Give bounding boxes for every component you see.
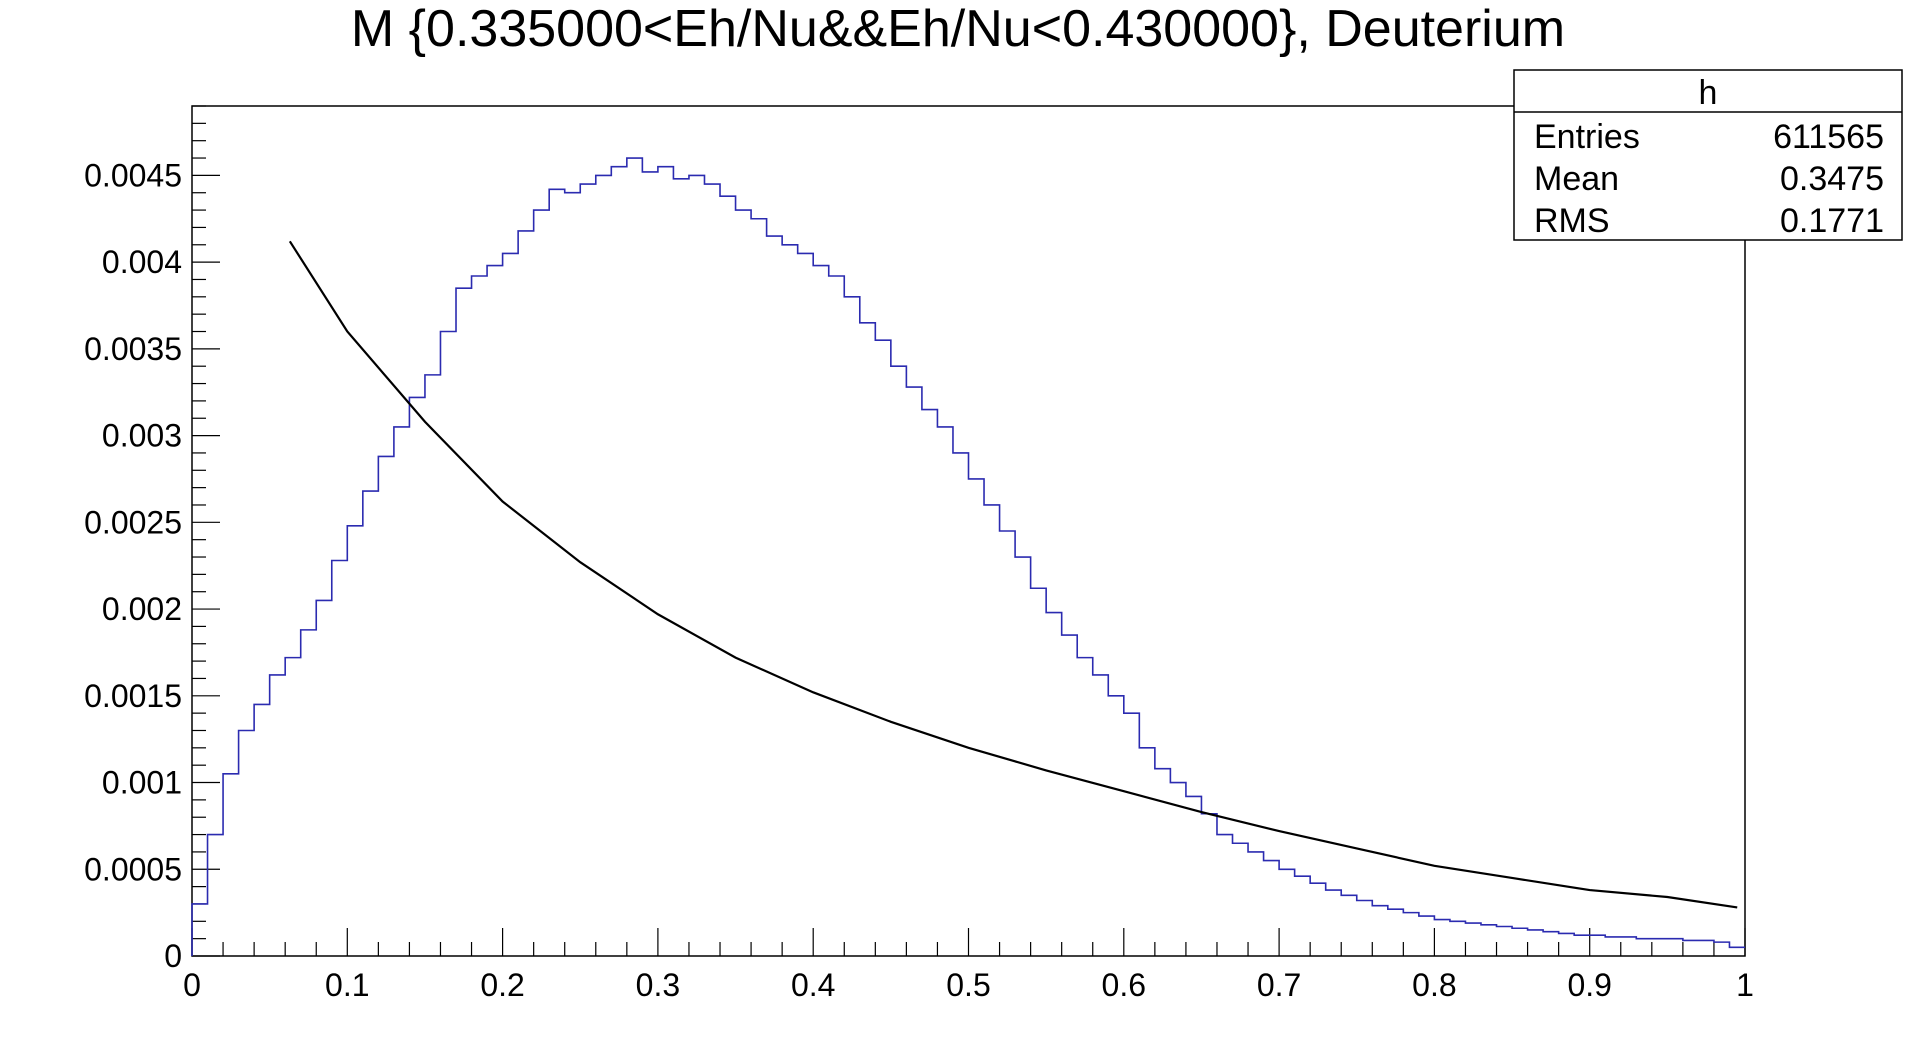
fit-curve [288,240,1738,909]
x-tick-label: 0.6 [1102,967,1146,1003]
stats-row-value: 0.1771 [1780,202,1884,240]
stats-box: h Entries 611565 Mean 0.3475 RMS 0.1771 [1513,69,1903,241]
stats-row-label: Mean [1534,160,1619,198]
x-tick-label: 0.7 [1257,967,1301,1003]
x-tick-label: 0.2 [480,967,524,1003]
y-tick-label: 0.002 [102,591,182,627]
y-tick-label: 0 [164,938,182,974]
plot-frame [191,105,1746,957]
x-tick-label: 0.4 [791,967,835,1003]
y-tick-label: 0.004 [102,244,182,280]
series-layer [191,157,1745,956]
x-tick-label: 0.3 [636,967,680,1003]
y-tick-label: 0.003 [102,418,182,454]
histogram-series [191,157,1745,956]
chart-title: M {0.335000<Eh/Nu&&Eh/Nu<0.430000}, Deut… [351,0,1565,58]
x-tick-label: 0.9 [1567,967,1611,1003]
y-tick-label: 0.0045 [84,157,182,193]
y-axis: 0 0.0005 0.001 0.0015 0.002 0.0025 0.003 0.0035… [84,105,220,974]
x-axis: 0 0.1 0.2 0.3 0.4 0.5 0.6 0.7 0.8 0.9 1 [183,928,1754,1003]
stats-box-name: h [1699,74,1718,112]
stats-row-label: RMS [1534,202,1610,240]
y-tick-label: 0.001 [102,765,182,801]
x-tick-label: 0.1 [325,967,369,1003]
stats-row-value: 611565 [1773,118,1884,156]
y-tick-label: 0.0015 [84,678,182,714]
x-tick-label: 1 [1736,967,1754,1003]
y-tick-label: 0.0035 [84,331,182,367]
y-tick-label: 0.0005 [84,851,182,887]
stats-row-label: Entries [1534,118,1640,156]
y-tick-label: 0.0025 [84,504,182,540]
x-tick-label: 0 [183,967,201,1003]
x-tick-label: 0.5 [946,967,990,1003]
stats-row-value: 0.3475 [1780,160,1884,198]
x-tick-label: 0.8 [1412,967,1456,1003]
